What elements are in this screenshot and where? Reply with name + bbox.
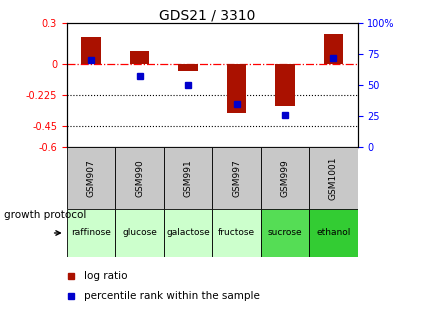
Bar <box>81 37 101 64</box>
Text: galactose: galactose <box>166 229 209 237</box>
Text: glucose: glucose <box>122 229 157 237</box>
Bar <box>212 209 260 257</box>
Bar <box>67 147 115 209</box>
Bar <box>323 34 342 64</box>
Bar <box>309 209 357 257</box>
Text: GSM1001: GSM1001 <box>328 156 337 200</box>
Bar <box>260 209 309 257</box>
Text: sucrose: sucrose <box>267 229 301 237</box>
Text: raffinose: raffinose <box>71 229 111 237</box>
Bar <box>163 209 212 257</box>
Text: log ratio: log ratio <box>84 271 127 281</box>
Text: fructose: fructose <box>218 229 255 237</box>
Bar <box>129 50 149 64</box>
Bar <box>115 209 163 257</box>
Bar <box>212 147 260 209</box>
Text: GSM997: GSM997 <box>231 159 240 197</box>
Text: percentile rank within the sample: percentile rank within the sample <box>84 291 259 301</box>
Bar <box>260 147 309 209</box>
Text: GSM999: GSM999 <box>280 159 289 197</box>
Bar <box>163 147 212 209</box>
Bar <box>115 147 163 209</box>
Text: GSM990: GSM990 <box>135 159 144 197</box>
Bar <box>226 64 246 112</box>
Text: ethanol: ethanol <box>316 229 350 237</box>
Text: GDS21 / 3310: GDS21 / 3310 <box>158 8 255 22</box>
Bar <box>309 147 357 209</box>
Bar <box>178 64 197 71</box>
Text: GSM907: GSM907 <box>86 159 95 197</box>
Text: GSM991: GSM991 <box>183 159 192 197</box>
Bar <box>67 209 115 257</box>
Bar <box>275 64 294 106</box>
Text: growth protocol: growth protocol <box>4 210 86 220</box>
